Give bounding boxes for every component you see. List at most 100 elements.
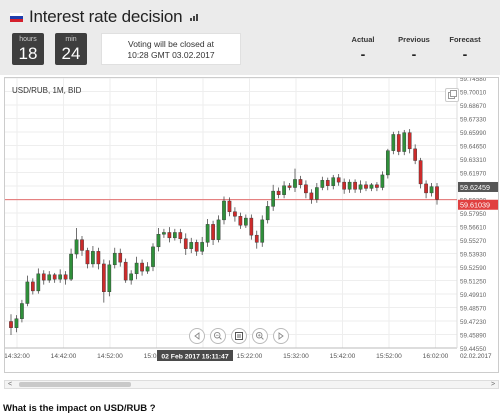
expand-icon	[448, 90, 457, 99]
triangle-right-glyph	[278, 332, 284, 340]
event-header: Interest rate decision hours 18 min 24 V…	[0, 0, 500, 75]
voting-close-line2: 10:28 GMT 03.02.2017	[127, 50, 215, 60]
magnifier-handle-glyph	[260, 336, 264, 340]
y-axis-tick-label: 59.47230	[460, 319, 487, 326]
candle-body	[74, 239, 79, 255]
stat-forecast: Forecast -	[440, 35, 490, 62]
candle-body	[260, 219, 265, 243]
candle	[69, 248, 73, 282]
candle-body	[36, 273, 41, 292]
candle-body	[156, 234, 161, 248]
scroll-left-arrow-icon[interactable]: <	[7, 381, 13, 388]
chart-horizontal-scrollbar[interactable]: < >	[4, 380, 499, 389]
x-axis-tick-label: 15:22:00	[237, 353, 263, 360]
candle-body	[325, 180, 330, 186]
x-axis-tick-label: 14:32:00	[5, 353, 30, 360]
candle-body	[205, 224, 210, 243]
candle-body	[271, 190, 275, 207]
candle	[222, 196, 226, 225]
y-axis-tick-label: 59.68670	[460, 103, 487, 110]
candle-body	[342, 181, 346, 190]
flag-stripe-blue	[10, 15, 23, 19]
candle	[304, 180, 308, 199]
hours-label: hours	[19, 36, 37, 43]
candle-body	[123, 261, 128, 281]
flag-stripe-white	[10, 12, 23, 16]
y-axis-tick-label: 59.53930	[460, 252, 487, 259]
scroll-left-icon[interactable]	[189, 328, 205, 344]
bid-price-label: 59.61039	[460, 201, 490, 210]
chart-zoom-toolbar[interactable]	[189, 328, 289, 344]
candle	[249, 214, 254, 240]
candlestick-chart[interactable]: USD/RUB, 1M, BID 59.74580 59.70010 59.6867…	[5, 78, 500, 374]
candle	[145, 262, 150, 274]
candle-body	[216, 219, 221, 240]
x-axis-date-label: 02.02.2017	[460, 353, 492, 360]
candle	[276, 187, 281, 199]
candle	[413, 144, 417, 165]
candle-body	[47, 274, 52, 281]
candle	[74, 227, 79, 259]
chart-frame[interactable]: USD/RUB, 1M, BID 59.74580 59.70010 59.6867…	[4, 77, 499, 373]
candle-body	[402, 132, 407, 152]
hours-value: 18	[18, 44, 38, 63]
current-price-label: 59.62459	[460, 183, 490, 192]
candle-body	[347, 181, 352, 190]
expand-chart-button[interactable]	[445, 88, 459, 102]
candle-body	[63, 274, 68, 280]
y-axis-tick-label: 59.67330	[460, 117, 487, 124]
y-axis-tick-label: 59.74580	[460, 78, 487, 83]
candle	[402, 129, 407, 156]
candle-body	[309, 192, 314, 200]
candle-body	[151, 246, 155, 267]
candle	[254, 230, 259, 249]
candle	[353, 179, 357, 193]
toolbar-button-circle	[252, 328, 268, 344]
candle	[369, 183, 374, 192]
candle	[14, 315, 19, 333]
candle	[325, 177, 330, 191]
candle	[47, 271, 52, 283]
scroll-right-icon[interactable]	[273, 328, 289, 344]
candle-body	[189, 242, 194, 249]
mini-chart-icon[interactable]	[190, 13, 200, 21]
candle	[189, 237, 194, 254]
x-axis-tick-label: 16:02:00	[423, 353, 449, 360]
candle	[375, 182, 379, 192]
crosshair-time-label: 02 Feb 2017 15:11:47	[161, 354, 228, 361]
candle-body	[238, 216, 243, 226]
scrollbar-thumb[interactable]	[19, 382, 131, 387]
candle-body	[162, 232, 166, 235]
toolbar-button-circle	[273, 328, 289, 344]
candle-body	[331, 177, 336, 186]
zoom-in-icon[interactable]	[252, 328, 268, 344]
zoom-out-icon[interactable]	[210, 328, 226, 344]
candle-body	[386, 150, 390, 176]
hours-countdown: hours 18	[12, 33, 44, 65]
price-chart-area[interactable]: USD/RUB, 1M, BID 59.74580 59.70010 59.6867…	[0, 75, 500, 373]
candle	[293, 168, 297, 193]
chart-grid	[5, 78, 458, 349]
candle-body	[173, 232, 177, 239]
scroll-right-arrow-icon[interactable]: >	[490, 381, 496, 388]
candle	[123, 258, 128, 283]
candle	[216, 215, 221, 243]
magnifier-lens-glyph	[255, 331, 263, 339]
candle	[380, 171, 385, 191]
triangle-left-glyph	[194, 332, 200, 340]
flag-stripe-red	[10, 18, 23, 22]
reset-zoom-icon[interactable]	[231, 328, 247, 344]
candle	[211, 220, 215, 246]
candle-body	[315, 187, 319, 200]
x-axis-tick-label: 15:02:00	[144, 353, 170, 360]
candle	[287, 183, 292, 191]
candle-body	[52, 274, 57, 280]
candle	[118, 248, 123, 267]
minutes-label: min	[65, 36, 77, 43]
candle	[20, 299, 24, 323]
candle-body	[391, 134, 396, 151]
candle-body	[140, 262, 144, 272]
candle	[205, 218, 210, 247]
candle	[396, 130, 401, 156]
candle-body	[336, 177, 341, 183]
